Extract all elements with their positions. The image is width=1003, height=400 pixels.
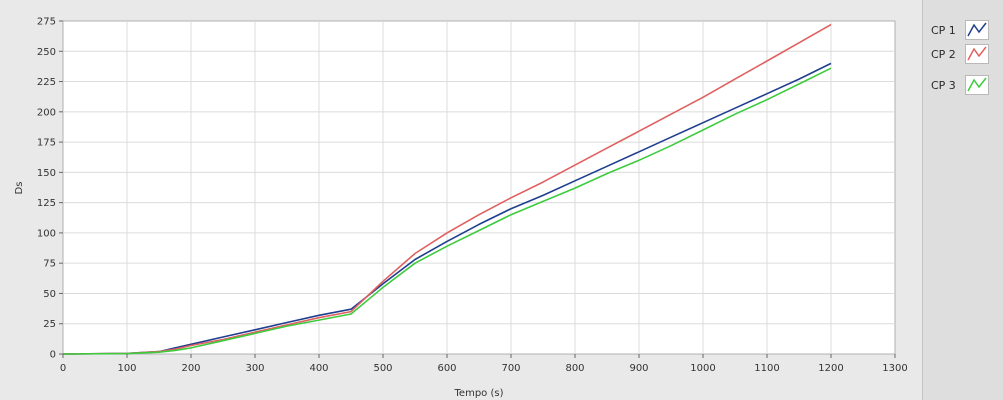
line-sample-icon [967,77,987,92]
x-tick-label: 500 [373,363,392,374]
y-tick-label: 0 [50,350,56,361]
y-tick-label: 275 [37,17,56,28]
x-tick-label: 1000 [690,363,715,374]
y-tick-label: 250 [37,47,56,58]
line-chart: 0 100 200 300 400 500 600 700 800 900 1000 1100 1200… [14,17,908,400]
x-tick-label: 300 [245,363,264,374]
x-tick-label: 700 [501,363,520,374]
y-tick-label: 225 [37,77,56,88]
legend-label: CP 2 [931,47,956,61]
grid [63,21,895,354]
legend-swatch[interactable] [965,20,989,40]
legend-label: CP 3 [931,78,956,92]
x-tick-label: 800 [565,363,584,374]
legend-swatch[interactable] [965,44,989,64]
plot-area [62,20,896,355]
legend-item-cp3: CP 3 [931,74,1001,96]
legend: CP 1 CP 2 CP 3 [922,0,1003,400]
x-tick-label: 100 [117,363,136,374]
y-axis-label: Ds [14,182,25,195]
x-tick-label: 900 [629,363,648,374]
y-tick-label: 75 [43,259,56,270]
series-line-cp3 [62,67,832,355]
x-tick-label: 0 [60,363,66,374]
y-tick-label: 50 [43,289,56,300]
series-line-cp2 [62,23,832,355]
series-line-cp1 [62,62,832,355]
y-tick-label: 150 [37,168,56,179]
y-axis-ticks: 0 25 50 75 100 125 150 175 200 225 250 275 [37,17,63,361]
line-sample-icon [967,46,987,61]
x-tick-label: 400 [309,363,328,374]
legend-label: CP 1 [931,23,956,37]
y-tick-label: 125 [37,198,56,209]
x-axis-label: Tempo (s) [454,388,504,399]
x-tick-label: 1300 [882,363,907,374]
y-tick-label: 100 [37,228,56,239]
y-tick-label: 175 [37,138,56,149]
x-tick-label: 1200 [818,363,843,374]
line-sample-icon [967,22,987,37]
x-tick-label: 1100 [754,363,779,374]
x-tick-label: 200 [181,363,200,374]
legend-item-cp2: CP 2 [931,43,1001,65]
x-axis-ticks: 0 100 200 300 400 500 600 700 800 900 1000 1100 1200… [60,354,908,374]
x-tick-label: 600 [437,363,456,374]
legend-item-cp1: CP 1 [931,19,1001,41]
y-tick-label: 25 [43,319,56,330]
legend-swatch[interactable] [965,75,989,95]
y-tick-label: 200 [37,107,56,118]
graph-panel: 0 100 200 300 400 500 600 700 800 900 1000 1100 1200… [14,16,908,400]
series-lines [62,23,832,355]
